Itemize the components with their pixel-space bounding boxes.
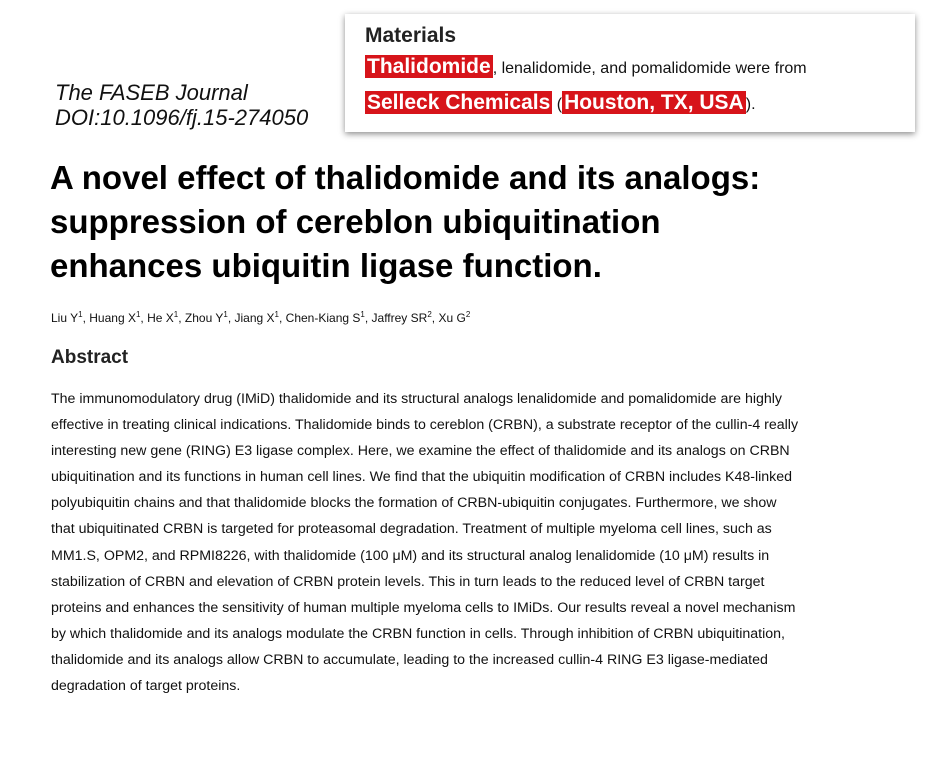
author: Jiang X1 bbox=[234, 310, 279, 325]
affiliation-mark: 2 bbox=[427, 310, 432, 319]
abstract-line: The immunomodulatory drug (IMiD) thalido… bbox=[51, 391, 783, 407]
materials-text: , lenalidomide, and pomalidomide were fr… bbox=[492, 60, 807, 77]
affiliation-mark: 1 bbox=[223, 310, 228, 319]
materials-text-block: Thalidomide, lenalidomide, and pomalidom… bbox=[365, 50, 899, 122]
affiliation-mark: 2 bbox=[465, 310, 471, 319]
paren: ). bbox=[745, 96, 756, 113]
abstract-line: ubiquitination and its functions in huma… bbox=[51, 469, 793, 486]
title-line: enhances ubiquitin ligase function. bbox=[50, 247, 602, 284]
journal-doi: DOI:10.1096/fj.15-274050 bbox=[55, 105, 309, 130]
paper-title: A novel effect of thalidomide and its an… bbox=[50, 156, 920, 288]
abstract-line: interesting new gene (RING) E3 ligase co… bbox=[51, 443, 790, 460]
affiliation-mark: 1 bbox=[360, 310, 365, 319]
materials-callout: Materials Thalidomide, lenalidomide, and… bbox=[345, 14, 915, 132]
author: Zhou Y1 bbox=[184, 310, 228, 325]
author: Chen-Kiang S1 bbox=[285, 310, 365, 325]
abstract-line: by which thalidomide and its analogs mod… bbox=[51, 625, 785, 642]
abstract-line: that ubiquitinated CRBN is targeted for … bbox=[51, 521, 772, 538]
abstract-line: MM1.S, OPM2, and RPMI8226, with thalidom… bbox=[51, 547, 770, 564]
paren: ( bbox=[556, 96, 563, 113]
abstract-line: effective in treating clinical indicatio… bbox=[51, 417, 799, 434]
affiliation-mark: 1 bbox=[274, 310, 279, 319]
affiliation-mark: 1 bbox=[78, 310, 83, 319]
abstract-line: degradation of target proteins. bbox=[51, 678, 241, 695]
abstract-line: polyubiquitin chains and that thalidomid… bbox=[51, 495, 777, 512]
abstract-line: proteins and enhances the sensitivity of… bbox=[51, 599, 796, 616]
title-line: suppression of cereblon ubiquitination bbox=[50, 203, 661, 240]
title-line: A novel effect of thalidomide and its an… bbox=[50, 159, 761, 196]
affiliation-mark: 1 bbox=[173, 310, 179, 319]
journal-info: The FASEB Journal DOI:10.1096/fj.15-2740… bbox=[55, 80, 308, 130]
author: Jaffrey SR2 bbox=[371, 310, 432, 325]
abstract-line: stabilization of CRBN and elevation of C… bbox=[51, 573, 765, 590]
highlight-location: Houston, TX, USA bbox=[562, 91, 746, 114]
affiliation-mark: 1 bbox=[135, 310, 141, 319]
highlight-selleck: Selleck Chemicals bbox=[365, 91, 553, 114]
abstract-heading: Abstract bbox=[51, 347, 129, 368]
author-list: Liu Y1, Huang X1, He X1, Zhou Y1, Jiang … bbox=[51, 310, 471, 325]
author: Xu G2 bbox=[438, 310, 471, 325]
author: Liu Y1 bbox=[51, 310, 83, 325]
journal-name: The FASEB Journal bbox=[55, 80, 248, 105]
author: He X1 bbox=[147, 310, 179, 325]
abstract-line: thalidomide and its analogs allow CRBN t… bbox=[51, 651, 768, 668]
author: Huang X1 bbox=[89, 310, 141, 325]
abstract-body: The immunomodulatory drug (IMiD) thalido… bbox=[51, 386, 911, 699]
materials-heading: Materials bbox=[365, 24, 457, 47]
highlight-thalidomide: Thalidomide bbox=[365, 55, 493, 78]
